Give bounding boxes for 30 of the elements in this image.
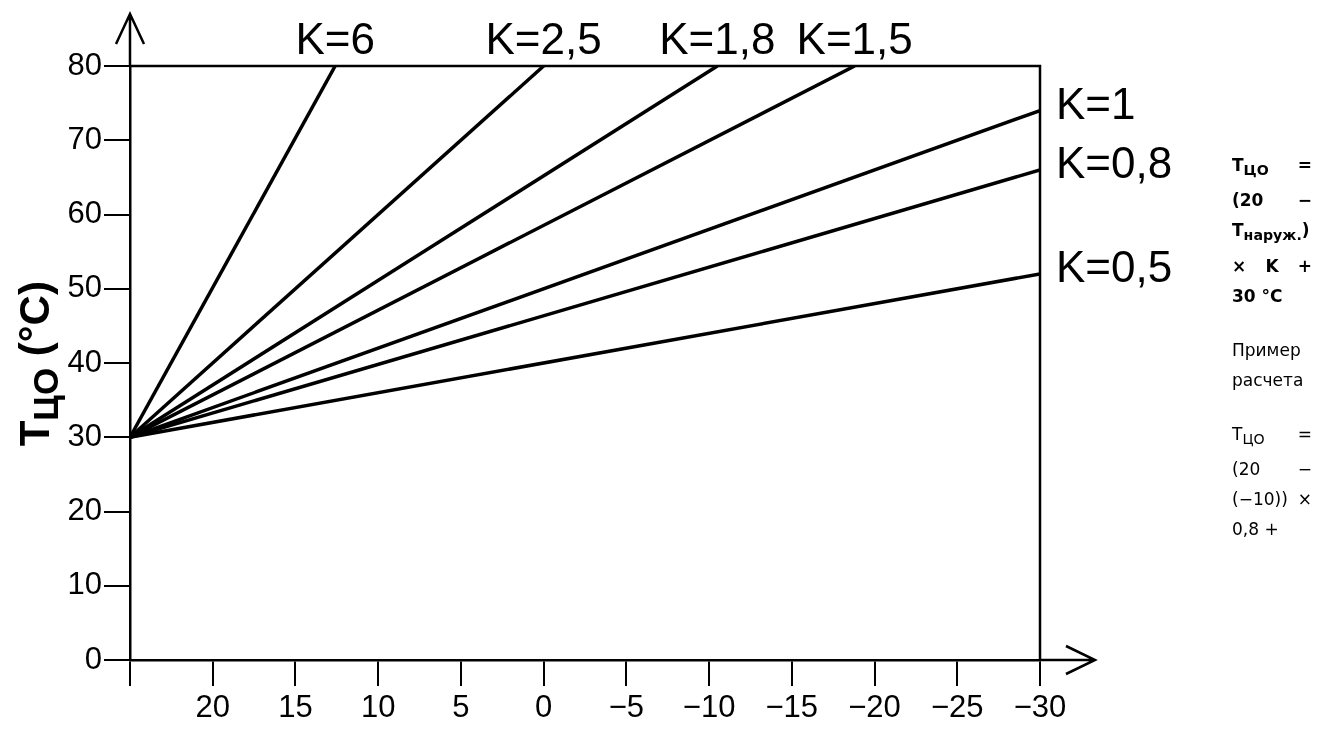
y-tick-label: 80 <box>67 46 102 82</box>
y-tick-label: 10 <box>67 566 102 602</box>
series-label: K=1,8 <box>659 14 776 64</box>
x-tick-label: −5 <box>608 689 645 725</box>
x-tick-label: 5 <box>452 689 470 725</box>
text: Пример расчета <box>1232 338 1305 392</box>
y-tick-label: 30 <box>67 417 102 453</box>
series-label: K=1 <box>1056 78 1136 128</box>
y-tick-label: 20 <box>67 492 102 528</box>
y-tick-label: 60 <box>67 195 102 231</box>
series-label: K=1,5 <box>796 14 913 64</box>
text: T$_{ЦО}$ = (20 − T$_{наруж.}$) × K + 30 °C <box>1232 155 1312 306</box>
x-tick-label: 20 <box>195 689 230 725</box>
y-tick-label: 40 <box>67 343 102 379</box>
series-label: K=0,8 <box>1056 138 1173 188</box>
x-tick-label: −25 <box>930 689 984 725</box>
text: T$_{ЦО}$ = (20 − (−10)) × 0,8 + <box>1232 423 1312 540</box>
y-tick-label: 50 <box>67 269 102 305</box>
y-tick-label: 0 <box>84 640 102 676</box>
x-tick-label: 15 <box>278 689 313 725</box>
x-tick-label: −20 <box>848 689 901 725</box>
x-tick-label: 0 <box>535 689 553 725</box>
series-label: K=6 <box>295 14 375 64</box>
y-tick-label: 70 <box>67 120 102 156</box>
x-tick-label: −10 <box>682 689 736 725</box>
x-tick-label: 10 <box>360 689 396 725</box>
series-label: K=2,5 <box>485 14 602 64</box>
x-tick-label: −15 <box>765 689 819 725</box>
x-tick-label: −30 <box>1013 689 1067 725</box>
series-label: K=0,5 <box>1056 242 1173 292</box>
